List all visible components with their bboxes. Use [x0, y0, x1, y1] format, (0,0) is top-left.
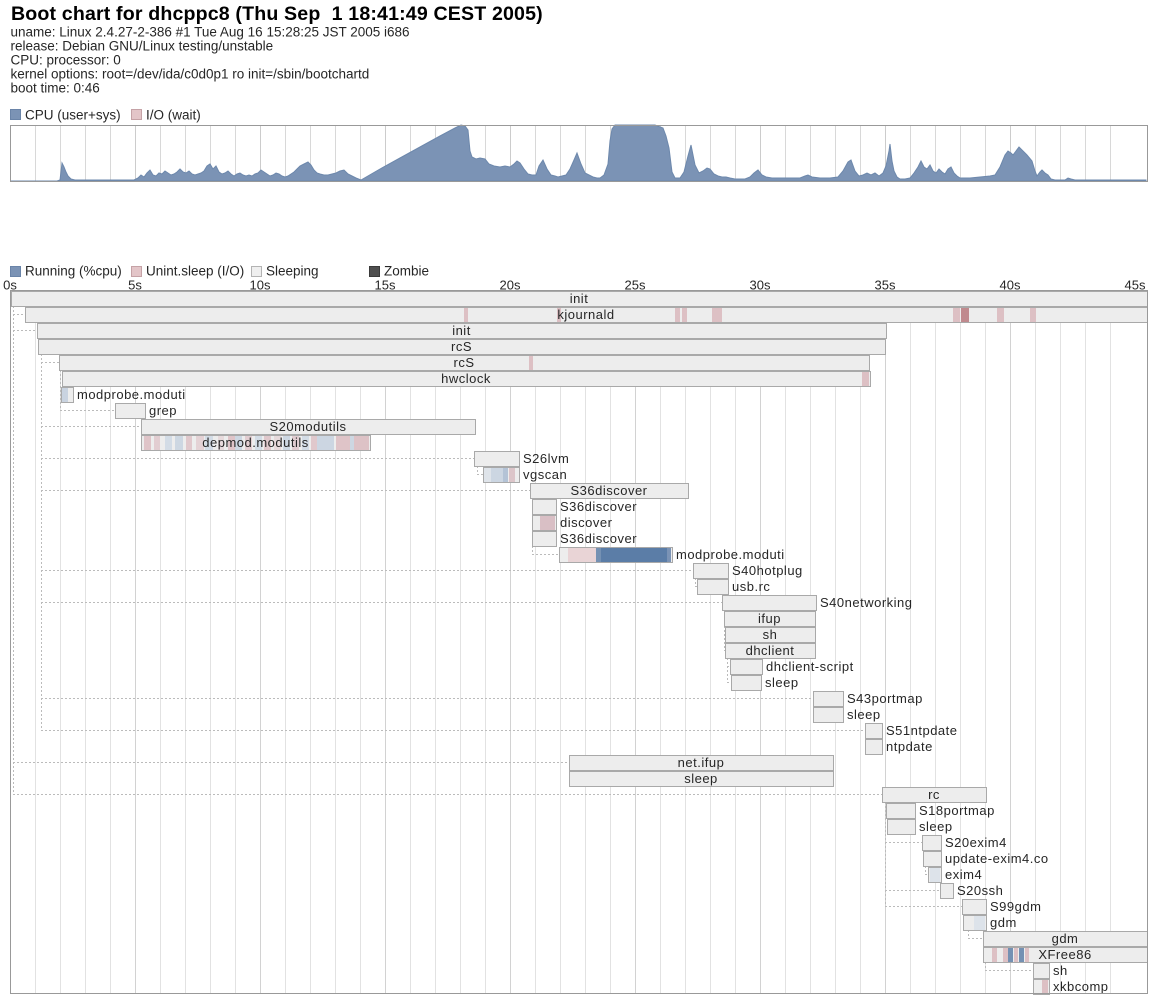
svg-text:CPU: processor: 0: CPU: processor: 0	[11, 52, 121, 67]
svg-text:CPU (user+sys): CPU (user+sys)	[25, 108, 121, 123]
svg-text:Unint.sleep (I/O): Unint.sleep (I/O)	[146, 264, 244, 279]
svg-text:10s: 10s	[250, 278, 271, 293]
svg-text:S43portmap: S43portmap	[847, 691, 923, 706]
svg-text:S36discover: S36discover	[570, 483, 647, 498]
svg-text:discover: discover	[560, 515, 613, 530]
svg-text:20s: 20s	[500, 278, 521, 293]
svg-text:release: Debian GNU/Linux test: release: Debian GNU/Linux testing/unstab…	[11, 38, 274, 53]
svg-text:ntpdate: ntpdate	[886, 739, 933, 754]
svg-text:hwclock: hwclock	[441, 371, 491, 386]
svg-text:Sleeping: Sleeping	[266, 264, 319, 279]
svg-text:S40networking: S40networking	[820, 595, 913, 610]
svg-text:15s: 15s	[375, 278, 396, 293]
svg-text:S20modutils: S20modutils	[269, 419, 346, 434]
svg-text:40s: 40s	[1000, 278, 1021, 293]
svg-text:modprobe.moduti: modprobe.moduti	[676, 547, 785, 562]
svg-text:S20ssh: S20ssh	[957, 883, 1003, 898]
svg-text:S36discover: S36discover	[560, 531, 637, 546]
svg-text:I/O (wait): I/O (wait)	[146, 108, 201, 123]
svg-text:gdm: gdm	[990, 915, 1017, 930]
svg-text:vgscan: vgscan	[523, 467, 567, 482]
svg-text:S26lvm: S26lvm	[523, 451, 569, 466]
svg-text:kernel options: root=/dev/ida/: kernel options: root=/dev/ida/c0d0p1 ro …	[11, 66, 370, 81]
svg-text:0s: 0s	[3, 278, 17, 293]
svg-text:S20exim4: S20exim4	[945, 835, 1007, 850]
svg-text:sleep: sleep	[765, 675, 799, 690]
svg-text:S18portmap: S18portmap	[919, 803, 995, 818]
svg-text:35s: 35s	[875, 278, 896, 293]
svg-text:XFree86: XFree86	[1038, 947, 1091, 962]
svg-text:exim4: exim4	[945, 867, 982, 882]
svg-text:Boot chart for dhcppc8 (Thu Se: Boot chart for dhcppc8 (Thu Sep 1 18:41:…	[11, 3, 543, 25]
svg-text:uname: Linux 2.4.27-2-386 #1 T: uname: Linux 2.4.27-2-386 #1 Tue Aug 16 …	[11, 24, 410, 39]
svg-text:25s: 25s	[625, 278, 646, 293]
svg-text:gdm: gdm	[1052, 931, 1079, 946]
svg-text:S99gdm: S99gdm	[990, 899, 1041, 914]
svg-text:ifup: ifup	[758, 611, 781, 626]
svg-text:S40hotplug: S40hotplug	[732, 563, 803, 578]
svg-text:xkbcomp: xkbcomp	[1053, 979, 1109, 994]
svg-text:net.ifup: net.ifup	[678, 755, 725, 770]
svg-text:dhclient-script: dhclient-script	[766, 659, 854, 674]
svg-text:kjournald: kjournald	[557, 307, 614, 322]
svg-text:sh: sh	[1053, 963, 1068, 978]
svg-text:45s: 45s	[1125, 278, 1146, 293]
svg-text:depmod.modutils: depmod.modutils	[202, 435, 309, 450]
svg-text:rcS: rcS	[454, 355, 475, 370]
svg-text:update-exim4.co: update-exim4.co	[945, 851, 1049, 866]
svg-text:modprobe.moduti: modprobe.moduti	[77, 387, 186, 402]
svg-text:sleep: sleep	[684, 771, 718, 786]
svg-text:sleep: sleep	[847, 707, 881, 722]
svg-text:sleep: sleep	[919, 819, 953, 834]
svg-text:dhclient: dhclient	[746, 643, 795, 658]
svg-text:rc: rc	[928, 787, 940, 802]
svg-text:rcS: rcS	[451, 339, 472, 354]
svg-text:sh: sh	[763, 627, 778, 642]
svg-text:init: init	[570, 291, 589, 306]
svg-text:S36discover: S36discover	[560, 499, 637, 514]
svg-text:Zombie: Zombie	[384, 264, 429, 279]
svg-text:S51ntpdate: S51ntpdate	[886, 723, 958, 738]
svg-text:init: init	[452, 323, 471, 338]
svg-text:usb.rc: usb.rc	[732, 579, 770, 594]
svg-text:boot time: 0:46: boot time: 0:46	[11, 80, 100, 95]
svg-text:5s: 5s	[128, 278, 142, 293]
svg-text:30s: 30s	[750, 278, 771, 293]
svg-text:Running (%cpu): Running (%cpu)	[25, 264, 122, 279]
svg-text:grep: grep	[149, 403, 177, 418]
